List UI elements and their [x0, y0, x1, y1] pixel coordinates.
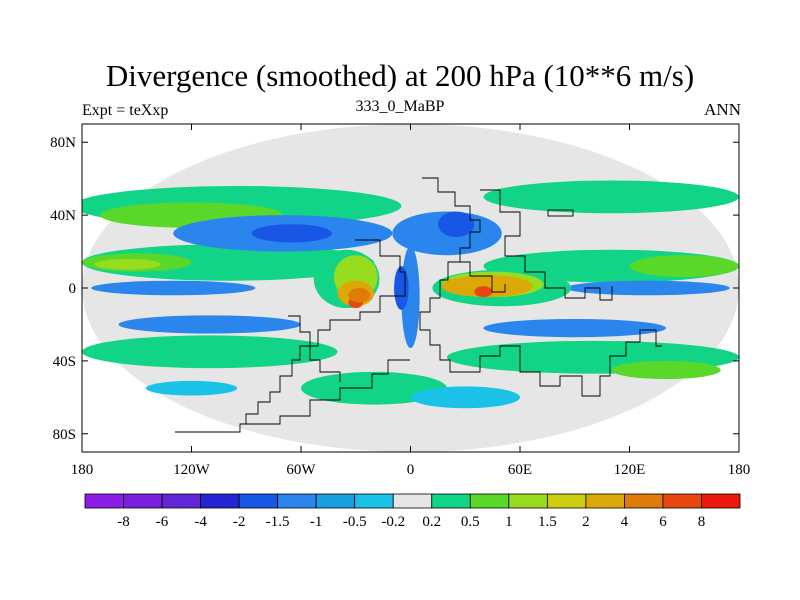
x-axis: 180 120W 60W 0 60E 120E 180: [71, 124, 751, 478]
colorbar-box-1: [123, 493, 163, 509]
field-region-33: [348, 288, 371, 303]
x-tick-label-2: 60W: [286, 462, 316, 478]
colorbar-box-16: [701, 493, 741, 509]
colorbar-label-9: 0.5: [461, 514, 480, 530]
field-region-21: [437, 211, 475, 237]
colorbar-label-4: -1.5: [266, 514, 290, 530]
colorbar-box-4: [238, 493, 279, 509]
colorbar-label-15: 8: [698, 514, 706, 530]
colorbar-label-5: -1: [310, 514, 323, 530]
colorbar-label-3: -2: [233, 514, 246, 530]
colorbar-label-13: 4: [621, 514, 629, 530]
case-label: 333_0_MaBP: [355, 98, 445, 115]
field-region-32: [474, 286, 493, 298]
colorbar-box-5: [277, 493, 317, 509]
colorbar-label-1: -6: [156, 514, 169, 530]
colorbar-box-3: [200, 493, 240, 509]
colorbar-label-14: 6: [659, 514, 667, 530]
continent-outlines: [175, 177, 662, 433]
field-region-16: [565, 280, 730, 296]
island-outline: [547, 209, 574, 217]
field-region-2: [483, 180, 739, 214]
colorbar-label-2: -4: [194, 514, 207, 530]
x-tick-label-4: 60E: [508, 462, 532, 478]
colorbar-box-7: [354, 493, 394, 509]
colorbar-box-0: [84, 493, 124, 509]
coastline-west: [288, 315, 341, 382]
colorbar-box-14: [624, 493, 664, 509]
colorbar-label-0: -8: [117, 514, 130, 530]
colorbar-box-12: [546, 493, 587, 509]
field-region-12: [94, 258, 161, 270]
colorbar-box-15: [662, 493, 702, 509]
coastline-africa-europe: [419, 177, 481, 373]
coastline-southern-ocean: [462, 329, 662, 397]
colorbar-box-2: [161, 493, 201, 509]
field-region-22: [394, 266, 409, 310]
coastline-antarctica: [175, 359, 410, 433]
y-tick-label-3: 40S: [53, 354, 76, 370]
coastline-asia: [480, 189, 613, 301]
field-region-24: [145, 380, 238, 396]
field-region-11: [611, 360, 721, 380]
x-tick-label-6: 180: [728, 462, 751, 478]
x-tick-label-3: 0: [407, 462, 415, 478]
y-tick-label-0: 80N: [50, 135, 76, 151]
colorbar-label-10: 1: [505, 514, 513, 530]
y-tick-label-4: 80S: [53, 427, 76, 443]
y-axis: 80N 40N 0 40S 80S: [50, 135, 739, 443]
season-label: ANN: [704, 100, 741, 119]
x-tick-label-5: 120E: [614, 462, 646, 478]
field-region-7: [301, 371, 447, 405]
colorbar-box-13: [585, 493, 625, 509]
colorbar-label-11: 1.5: [538, 514, 557, 530]
colorbar: -8 -6 -4 -2 -1.5 -1 -0.5 -0.2 0.2 0.5 1 1.5 2 4 6 8: [84, 493, 741, 530]
y-tick-label-1: 40N: [50, 208, 76, 224]
divergence-field: [82, 124, 739, 452]
colorbar-label-12: 2: [582, 514, 590, 530]
experiment-label: Expt = teXxp: [82, 102, 169, 119]
y-tick-label-2: 0: [69, 281, 77, 297]
field-region-23: [410, 386, 520, 409]
field-region-5: [82, 335, 338, 369]
x-tick-label-0: 180: [71, 462, 94, 478]
colorbar-label-7: -0.2: [381, 514, 405, 530]
field-region-3: [82, 244, 374, 281]
colorbar-box-10: [469, 493, 510, 509]
colorbar-label-8: 0.2: [422, 514, 441, 530]
colorbar-box-11: [508, 493, 548, 509]
field-region-20: [251, 224, 333, 243]
field-region-18: [483, 318, 666, 338]
chart-title: Divergence (smoothed) at 200 hPa (10**6 …: [105, 58, 695, 93]
field-region-9: [629, 255, 739, 278]
x-tick-label-1: 120W: [173, 462, 211, 478]
colorbar-box-8: [392, 493, 433, 509]
colorbar-label-6: -0.5: [343, 514, 367, 530]
field-region-17: [118, 315, 301, 334]
coastline-arabia: [455, 261, 506, 293]
colorbar-box-9: [431, 493, 471, 509]
field-region-15: [91, 280, 256, 296]
coastline-americas: [245, 239, 406, 424]
field-region-30: [441, 275, 533, 298]
colorbar-box-6: [315, 493, 356, 509]
